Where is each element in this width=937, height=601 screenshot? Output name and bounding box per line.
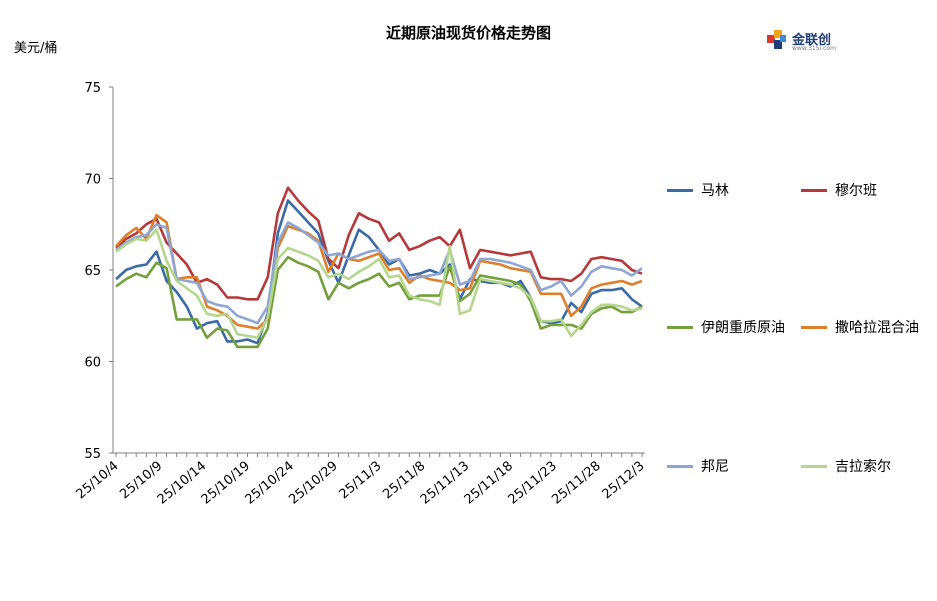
legend-item-4: 撒哈拉混合油 xyxy=(801,317,919,337)
series-line-2 xyxy=(115,186,643,301)
legend-item-3: 伊朗重质原油 xyxy=(667,317,785,337)
legend-label: 穆尔班 xyxy=(835,183,877,199)
y-tick-label: 70 xyxy=(84,173,101,188)
legend-label: 邦尼 xyxy=(701,459,729,475)
y-tick-label: 55 xyxy=(84,447,101,462)
legend-swatch xyxy=(801,325,827,329)
legend-swatch xyxy=(667,464,693,468)
series-line-3 xyxy=(115,255,643,349)
x-tick-label: 25/10/29 xyxy=(286,459,340,508)
brand-logo-name: 金联创 xyxy=(792,33,832,48)
brand-logo-mark xyxy=(767,30,786,49)
legend-swatch xyxy=(801,188,827,192)
series-line-4 xyxy=(115,213,643,330)
legend-label: 撒哈拉混合油 xyxy=(835,320,919,336)
chart-title: 近期原油现货价格走势图 xyxy=(385,24,551,42)
legend-label: 吉拉索尔 xyxy=(835,459,891,475)
legend-swatch xyxy=(667,325,693,329)
brand-logo-url: www.315i.com xyxy=(792,45,836,52)
series-line-6 xyxy=(115,228,643,340)
legend-item-5: 邦尼 xyxy=(667,456,729,476)
legend-item-1: 马林 xyxy=(667,180,729,200)
legend-item-6: 吉拉索尔 xyxy=(801,456,891,476)
legend-item-2: 穆尔班 xyxy=(801,180,877,200)
x-tick-label: 25/10/4 xyxy=(74,459,122,503)
y-tick-label: 75 xyxy=(84,81,101,96)
brand-logo: 金联创 www.315i.com xyxy=(766,27,846,55)
x-tick-label: 25/11/3 xyxy=(337,459,385,503)
legend-label: 马林 xyxy=(701,183,729,199)
y-axis-unit-label: 美元/桶 xyxy=(14,41,58,56)
x-tick-label: 25/12/3 xyxy=(600,459,648,503)
legend-label: 伊朗重质原油 xyxy=(701,320,785,336)
series-line-5 xyxy=(115,221,643,325)
legend-swatch xyxy=(667,188,693,192)
y-tick-label: 65 xyxy=(84,264,101,279)
legend-swatch xyxy=(801,464,827,468)
x-tick-label: 25/11/28 xyxy=(549,459,603,508)
y-tick-label: 60 xyxy=(84,356,101,371)
